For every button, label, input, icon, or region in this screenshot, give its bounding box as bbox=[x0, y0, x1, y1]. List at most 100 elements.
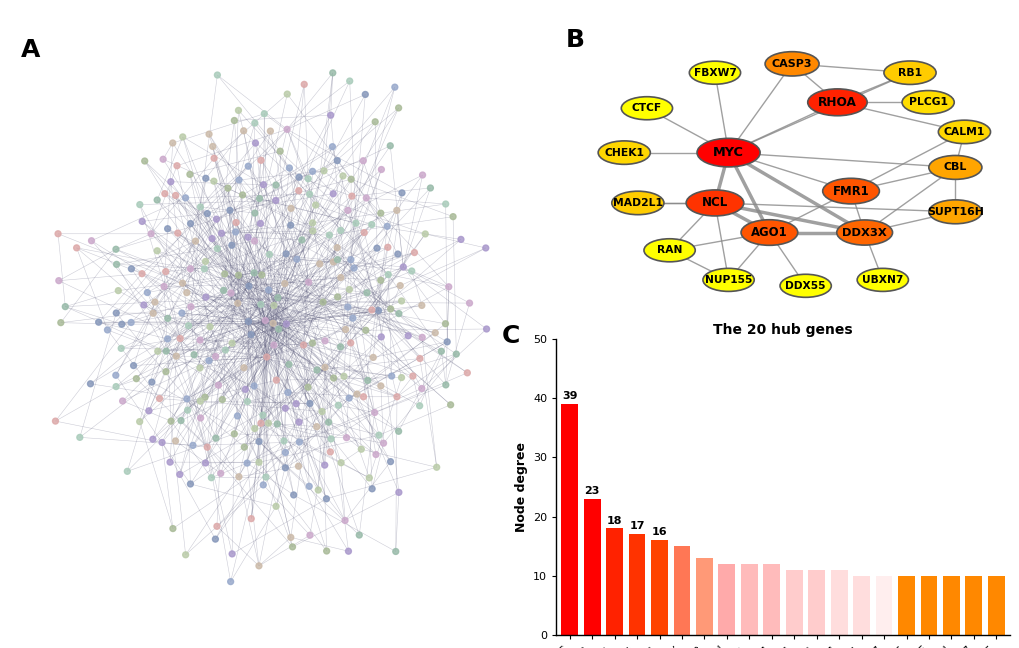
Point bbox=[314, 406, 330, 417]
Point bbox=[355, 391, 371, 402]
Point bbox=[405, 371, 421, 381]
Point bbox=[359, 288, 375, 298]
Point bbox=[340, 393, 357, 403]
Point bbox=[53, 318, 69, 328]
Point bbox=[251, 436, 267, 446]
Point bbox=[157, 266, 173, 277]
Point bbox=[380, 270, 396, 280]
Point bbox=[317, 336, 333, 346]
Text: MAD2L1: MAD2L1 bbox=[612, 198, 662, 208]
Point bbox=[323, 434, 339, 444]
Bar bbox=[785, 570, 802, 635]
Point bbox=[393, 373, 410, 383]
Point bbox=[336, 515, 353, 526]
Point bbox=[202, 321, 218, 332]
Point bbox=[284, 542, 301, 552]
Text: FMR1: FMR1 bbox=[832, 185, 868, 198]
Text: SUPT16H: SUPT16H bbox=[926, 207, 983, 217]
Ellipse shape bbox=[822, 178, 878, 204]
Point bbox=[324, 141, 340, 152]
Point bbox=[156, 281, 172, 292]
Point bbox=[296, 79, 312, 89]
Bar bbox=[919, 576, 936, 635]
Point bbox=[136, 300, 152, 310]
Point bbox=[133, 216, 150, 227]
Point bbox=[341, 284, 358, 295]
Point bbox=[253, 155, 269, 165]
Point bbox=[342, 174, 359, 185]
Point bbox=[335, 371, 352, 382]
Point bbox=[47, 416, 63, 426]
Point bbox=[162, 457, 178, 467]
Point bbox=[171, 469, 187, 480]
Point bbox=[320, 417, 336, 428]
Point bbox=[113, 319, 129, 329]
Point bbox=[230, 270, 247, 281]
Text: NUP155: NUP155 bbox=[704, 275, 752, 285]
Point bbox=[452, 234, 469, 244]
Point bbox=[243, 329, 259, 340]
Point bbox=[243, 513, 259, 524]
Point bbox=[344, 313, 361, 323]
Point bbox=[209, 70, 225, 80]
Text: 16: 16 bbox=[651, 527, 666, 537]
Point bbox=[329, 255, 345, 265]
Point bbox=[269, 292, 285, 303]
Point bbox=[278, 249, 294, 259]
Point bbox=[236, 442, 253, 452]
Point bbox=[296, 340, 312, 350]
Point bbox=[57, 301, 73, 312]
Point bbox=[309, 365, 325, 375]
Point bbox=[154, 437, 170, 448]
Point bbox=[437, 319, 453, 329]
Point bbox=[149, 195, 165, 205]
Point bbox=[332, 457, 348, 468]
Ellipse shape bbox=[883, 61, 935, 84]
Point bbox=[367, 117, 383, 127]
Point bbox=[477, 243, 493, 253]
Point bbox=[235, 126, 252, 136]
Point bbox=[373, 165, 389, 175]
Point bbox=[172, 415, 189, 426]
Point bbox=[290, 172, 307, 183]
Point bbox=[427, 328, 443, 338]
Point bbox=[246, 381, 262, 391]
Point bbox=[372, 381, 388, 391]
Point bbox=[217, 345, 233, 355]
Point bbox=[125, 360, 142, 371]
Point bbox=[205, 141, 221, 152]
Point bbox=[131, 200, 148, 210]
Point bbox=[234, 190, 251, 200]
Text: A: A bbox=[20, 38, 40, 62]
Point bbox=[368, 449, 384, 459]
Point bbox=[198, 173, 214, 183]
Point bbox=[291, 437, 308, 447]
Point bbox=[325, 257, 341, 267]
Point bbox=[197, 392, 213, 402]
Point bbox=[141, 406, 157, 416]
Point bbox=[145, 308, 161, 318]
Point bbox=[172, 333, 189, 343]
Point bbox=[358, 325, 374, 336]
Point bbox=[361, 472, 377, 483]
Point bbox=[339, 302, 356, 312]
Point bbox=[212, 469, 228, 479]
Point bbox=[332, 272, 348, 283]
Point bbox=[131, 417, 148, 427]
Bar bbox=[673, 546, 690, 635]
Point bbox=[230, 472, 247, 482]
Text: CBL: CBL bbox=[943, 163, 966, 172]
Point bbox=[302, 399, 318, 409]
Point bbox=[304, 338, 320, 348]
Point bbox=[338, 432, 355, 443]
Point bbox=[267, 195, 283, 205]
Point bbox=[353, 444, 369, 454]
Point bbox=[255, 410, 271, 421]
Bar bbox=[717, 564, 735, 635]
Point bbox=[151, 393, 167, 404]
Point bbox=[169, 161, 185, 171]
Point bbox=[247, 118, 263, 128]
Point bbox=[192, 363, 208, 373]
Point bbox=[390, 103, 407, 113]
Ellipse shape bbox=[696, 139, 759, 167]
